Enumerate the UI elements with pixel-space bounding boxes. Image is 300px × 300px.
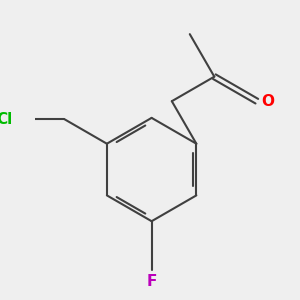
Text: Cl: Cl <box>0 112 13 127</box>
Text: O: O <box>261 94 274 109</box>
Text: F: F <box>146 274 157 289</box>
